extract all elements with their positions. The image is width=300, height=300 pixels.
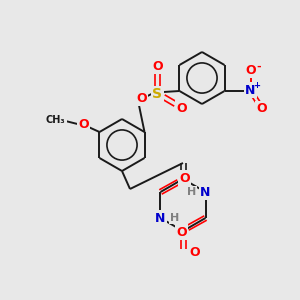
Text: O: O	[179, 172, 190, 184]
Text: S: S	[152, 87, 163, 101]
Text: O: O	[176, 226, 187, 238]
Text: O: O	[256, 103, 267, 116]
Text: O: O	[176, 101, 187, 115]
Text: N: N	[200, 185, 211, 199]
Text: O: O	[245, 64, 256, 76]
Text: H: H	[170, 213, 179, 223]
Text: H: H	[187, 187, 196, 197]
Text: N: N	[155, 212, 166, 224]
Text: +: +	[253, 80, 260, 89]
Text: CH₃: CH₃	[46, 115, 65, 125]
Text: O: O	[190, 247, 200, 260]
Text: O: O	[78, 118, 89, 130]
Text: -: -	[256, 62, 261, 72]
Text: N: N	[245, 83, 256, 97]
Text: O: O	[136, 92, 147, 104]
Text: O: O	[152, 59, 163, 73]
